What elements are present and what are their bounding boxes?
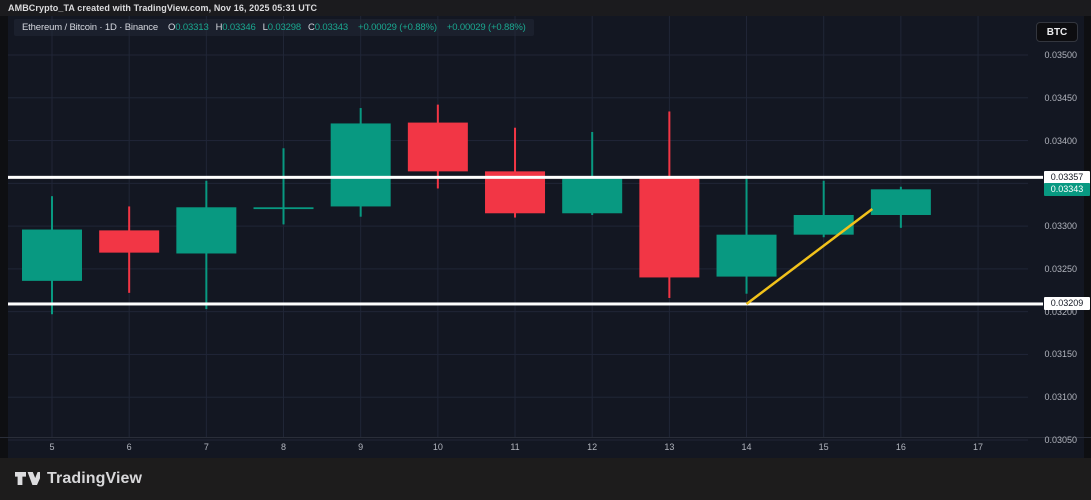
ohlc-item: O0.03313 bbox=[168, 22, 209, 33]
legend: Ethereum / Bitcoin · 1D · Binance O0.033… bbox=[14, 19, 534, 36]
price-tag-support: 0.03209 bbox=[1044, 297, 1090, 311]
time-tick-10: 10 bbox=[432, 442, 443, 452]
candle-day-9[interactable] bbox=[330, 108, 391, 217]
tradingview-logo-text[interactable]: TradingView bbox=[47, 470, 143, 487]
candle-day-14[interactable] bbox=[716, 175, 777, 294]
price-tick-0.03300: 0.03300 bbox=[1044, 221, 1077, 232]
horizontal-level-line[interactable] bbox=[8, 175, 1043, 179]
price-tick-0.03250: 0.03250 bbox=[1044, 263, 1077, 274]
time-tick-15: 15 bbox=[818, 442, 829, 452]
ohlc-item: H0.03346 bbox=[215, 22, 256, 33]
candle-day-16[interactable] bbox=[870, 186, 931, 228]
candle-day-12[interactable] bbox=[562, 132, 623, 215]
time-tick-16: 16 bbox=[895, 442, 906, 452]
candle-day-11[interactable] bbox=[485, 127, 546, 218]
change-absolute-percent-2: +0.00029 (+0.88%) bbox=[446, 22, 526, 33]
price-tick-0.03150: 0.03150 bbox=[1044, 349, 1077, 360]
candle-day-6[interactable] bbox=[99, 206, 160, 293]
price-tag-resistance: 0.03357 bbox=[1044, 170, 1090, 184]
right-gutter bbox=[1084, 16, 1091, 458]
time-tick-11: 11 bbox=[510, 442, 520, 452]
attribution-text: AMBCrypto_TA created with TradingView.co… bbox=[8, 3, 318, 13]
time-tick-13: 13 bbox=[664, 442, 675, 452]
candle-day-15[interactable] bbox=[793, 180, 854, 238]
change-absolute-percent: +0.00029 (+0.88%) bbox=[358, 22, 437, 33]
ohlc-values: O0.03313 H0.03346 L0.03298 C0.03343 bbox=[168, 22, 348, 33]
symbol-title[interactable]: Ethereum / Bitcoin · 1D · Binance bbox=[22, 22, 159, 33]
candle-day-7[interactable] bbox=[176, 180, 237, 310]
time-tick-8: 8 bbox=[280, 442, 286, 452]
ohlc-item: C0.03343 bbox=[308, 22, 349, 33]
candle-day-13[interactable] bbox=[639, 111, 700, 298]
price-tick-0.03200: 0.03200 bbox=[1044, 306, 1077, 317]
attribution-bar: AMBCrypto_TA created with TradingView.co… bbox=[0, 0, 1091, 16]
candle-day-8[interactable] bbox=[253, 148, 314, 225]
price-tag-last: 0.03343 bbox=[1044, 182, 1090, 196]
left-gutter bbox=[0, 16, 8, 458]
time-axis-separator bbox=[0, 437, 1091, 438]
footer-bar: TradingView bbox=[0, 458, 1091, 500]
time-tick-14: 14 bbox=[741, 442, 752, 452]
candle-day-5[interactable] bbox=[22, 196, 82, 315]
time-tick-9: 9 bbox=[358, 442, 364, 452]
time-tick-7: 7 bbox=[203, 442, 209, 452]
time-tick-5: 5 bbox=[49, 442, 55, 452]
horizontal-level-line[interactable] bbox=[8, 302, 1043, 306]
time-tick-12: 12 bbox=[587, 442, 598, 452]
currency-toggle-button[interactable]: BTC bbox=[1036, 22, 1078, 42]
price-tick-0.03450: 0.03450 bbox=[1044, 92, 1077, 103]
trend-line[interactable] bbox=[745, 208, 874, 305]
price-tick-0.03500: 0.03500 bbox=[1044, 50, 1077, 60]
price-tick-0.03050: 0.03050 bbox=[1044, 435, 1077, 445]
time-tick-17: 17 bbox=[973, 442, 984, 452]
time-tick-6: 6 bbox=[126, 442, 132, 452]
tradingview-logo-icon[interactable] bbox=[14, 469, 40, 489]
gridlines bbox=[8, 16, 1028, 441]
price-tick-0.03400: 0.03400 bbox=[1044, 135, 1077, 146]
candle-day-10[interactable] bbox=[407, 104, 468, 189]
price-tick-0.03100: 0.03100 bbox=[1044, 392, 1077, 403]
ohlc-item: L0.03298 bbox=[262, 22, 302, 33]
